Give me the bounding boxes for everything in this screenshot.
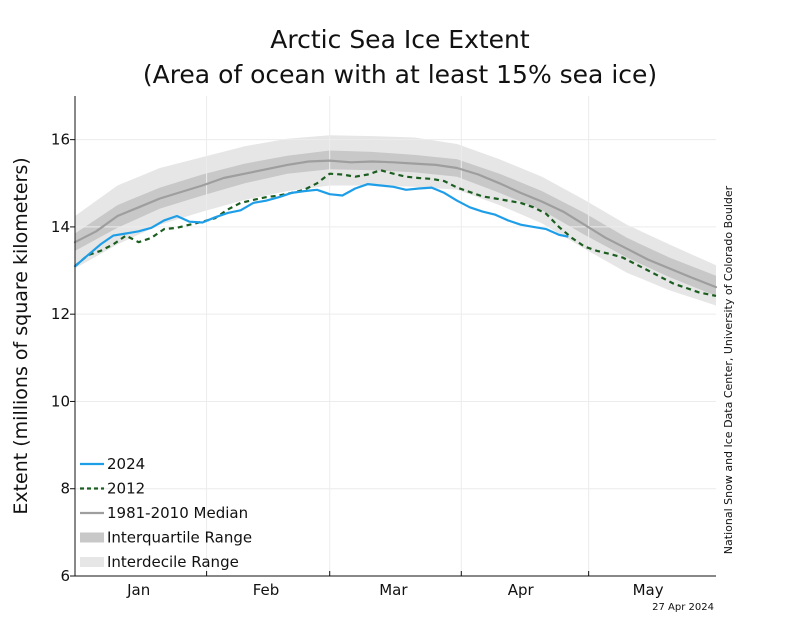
series-lines	[73, 159, 718, 297]
series-line-1981-2010-median	[73, 159, 718, 289]
x-tick-label: Feb	[253, 581, 280, 599]
legend-label-interquartile-range: Interquartile Range	[107, 529, 252, 547]
y-tick-label: 12	[51, 305, 70, 323]
x-tick-label: Jan	[126, 581, 150, 599]
legend-label-2012: 2012	[107, 480, 145, 498]
series-line-2024	[73, 183, 569, 268]
legend-label-2024: 2024	[107, 455, 145, 473]
y-tick-label: 16	[51, 131, 70, 149]
chart-subtitle: (Area of ocean with at least 15% sea ice…	[143, 60, 657, 89]
legend-label-interdecile-range: Interdecile Range	[107, 553, 239, 571]
legend: 2024 2012 1981-2010 Median Interquartile Ra…	[80, 455, 252, 571]
legend-swatch-interquartile-range	[80, 532, 104, 543]
legend-label-1981-2010-median: 1981-2010 Median	[107, 504, 248, 522]
date-stamp: 27 Apr 2024	[652, 602, 714, 613]
x-tick-label: May	[633, 581, 664, 599]
series-line-2012	[74, 169, 717, 297]
credit-text: National Snow and Ice Data Center, Unive…	[722, 185, 735, 554]
chart-title: Arctic Sea Ice Extent	[270, 25, 530, 54]
x-tick-label: Apr	[508, 581, 535, 599]
axes: 6 8 10 12 14 16 Jan Feb Mar Apr May	[51, 96, 716, 599]
y-tick-label: 8	[60, 480, 70, 498]
y-tick-label: 6	[60, 567, 70, 585]
legend-swatch-interdecile-range	[80, 557, 104, 567]
interquartile-range-band	[75, 150, 716, 296]
range-bands	[75, 135, 716, 306]
y-tick-label: 10	[51, 392, 70, 410]
x-tick-label: Mar	[379, 581, 408, 599]
y-tick-label: 14	[51, 218, 70, 236]
y-axis-label: Extent (millions of square kilometers)	[10, 157, 32, 514]
